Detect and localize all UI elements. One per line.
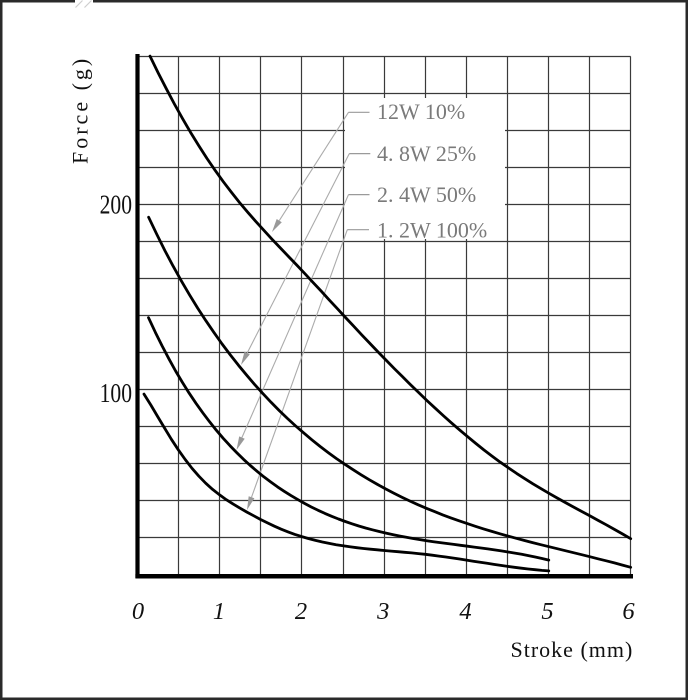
svg-text:2: 2	[295, 598, 307, 625]
svg-text:100: 100	[100, 379, 132, 409]
svg-text:1: 1	[213, 598, 225, 625]
svg-text:0: 0	[132, 598, 144, 625]
svg-text:200: 200	[100, 190, 132, 220]
svg-text:4. 8W 25%: 4. 8W 25%	[377, 141, 476, 166]
svg-text:12W 10%: 12W 10%	[377, 99, 465, 124]
svg-text:Force (g): Force (g)	[68, 56, 93, 164]
svg-text:Stroke (mm): Stroke (mm)	[511, 637, 634, 662]
svg-text:6: 6	[622, 598, 635, 625]
svg-text:1. 2W 100%: 1. 2W 100%	[377, 218, 487, 243]
svg-text:3: 3	[376, 598, 389, 625]
svg-text:2. 4W 50%: 2. 4W 50%	[377, 182, 476, 207]
svg-text:5: 5	[541, 598, 553, 625]
svg-text:4: 4	[459, 598, 471, 625]
